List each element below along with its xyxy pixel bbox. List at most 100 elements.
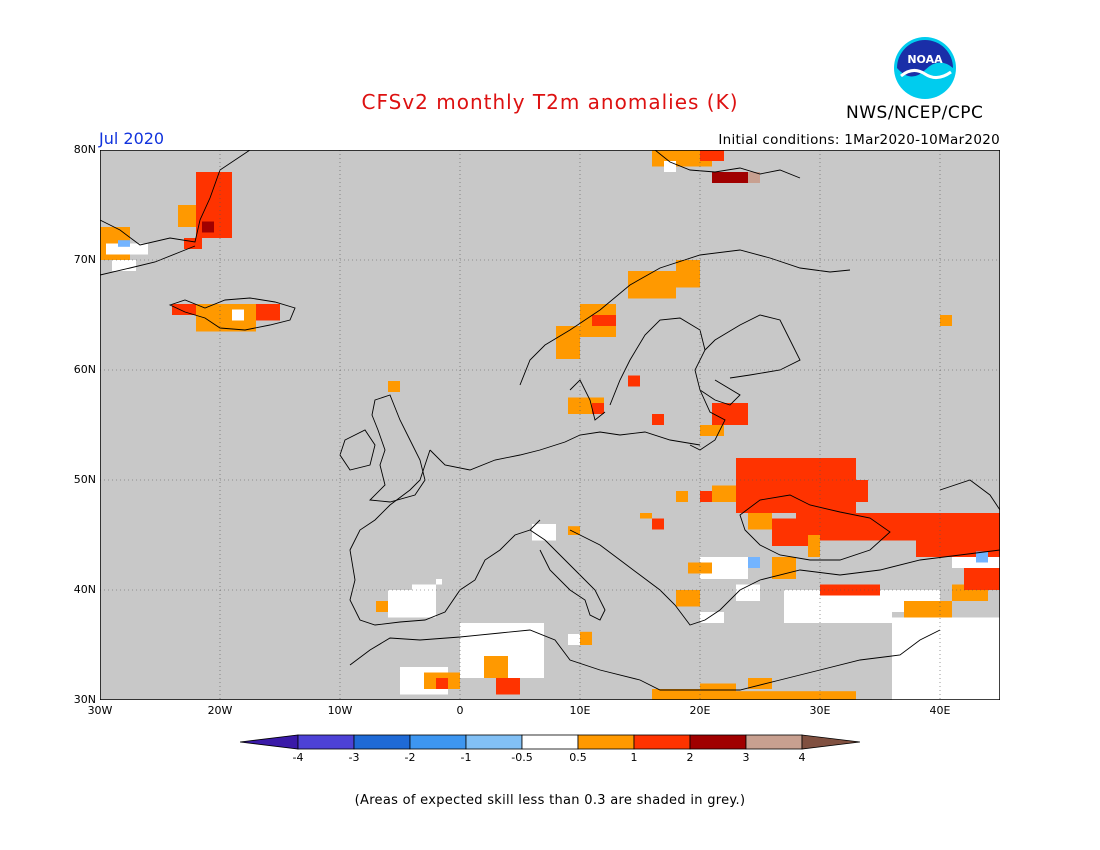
colorbar-label: 4 [798, 751, 806, 764]
anomaly-cells [100, 150, 1000, 700]
anomaly-cell-orange [628, 271, 676, 299]
anomaly-cell-lightblue [118, 240, 130, 247]
anomaly-cell-tan [748, 172, 760, 183]
colorbar-segment [801, 734, 860, 750]
longitude-label: 10E [569, 704, 591, 717]
anomaly-cell-red [712, 403, 748, 425]
anomaly-cell-red [700, 150, 724, 161]
anomaly-cell-red [592, 403, 604, 414]
anomaly-cell-orange [376, 601, 388, 612]
anomaly-cell-orange [640, 513, 652, 519]
logo-text: NOAA [907, 53, 943, 66]
longitude-label: 0 [456, 704, 464, 717]
anomaly-cell-orange [676, 260, 700, 288]
anomaly-cell-orange [676, 590, 700, 607]
latitude-label: 60N [73, 363, 96, 376]
anomaly-cell-white [532, 524, 556, 541]
anomaly-cell-orange [700, 683, 736, 700]
anomaly-cell-orange [772, 557, 796, 579]
longitude-label: 40E [929, 704, 951, 717]
anomaly-cell-red [856, 480, 868, 502]
colorbar-segment [633, 734, 691, 750]
anomaly-cell-orange [388, 381, 400, 392]
anomaly-cell-red [256, 304, 280, 321]
colorbar-segment [353, 734, 411, 750]
anomaly-cell-orange [568, 526, 580, 535]
anomaly-cell-darkred [202, 221, 214, 233]
longitude-label: 20W [207, 704, 233, 717]
month-label: Jul 2020 [99, 129, 165, 148]
anomaly-cell-red [880, 513, 928, 524]
anomaly-cell-orange [484, 656, 508, 678]
initial-conditions: Initial conditions: 1Mar2020-10Mar2020 [718, 132, 1000, 148]
colorbar-label: -4 [292, 751, 304, 764]
longitude-label: 30E [809, 704, 831, 717]
anomaly-cell-orange [940, 315, 952, 326]
anomaly-cell-darkred [712, 172, 748, 183]
anomaly-cell-red [496, 678, 520, 695]
latitude-label: 50N [73, 473, 96, 486]
latitude-label: 70N [73, 253, 96, 266]
colorbar-label: -3 [348, 751, 360, 764]
colorbar-label: -2 [404, 751, 416, 764]
anomaly-cell-orange [196, 304, 256, 332]
anomaly-cell-white [664, 161, 676, 172]
anomaly-cell-orange [808, 535, 820, 557]
anomaly-cell-orange [700, 425, 724, 436]
anomaly-cell-red [916, 513, 1000, 557]
anomaly-cell-red [436, 678, 448, 689]
colorbar-label: 1 [630, 751, 638, 764]
colorbar-segment [240, 734, 299, 750]
anomaly-cell-white [436, 579, 442, 585]
chart-title: CFSv2 monthly T2m anomalies (K) [361, 90, 739, 114]
colorbar [240, 734, 860, 750]
anomaly-cell-red [628, 375, 640, 387]
colorbar-segment [745, 734, 803, 750]
anomaly-cell-orange [712, 485, 736, 502]
colorbar-segment [577, 734, 635, 750]
colorbar-label: 3 [742, 751, 750, 764]
latitude-label: 30N [73, 693, 96, 706]
anomaly-cell-orange [904, 601, 952, 618]
noaa-logo: NOAA [893, 36, 957, 100]
skill-footnote: (Areas of expected skill less than 0.3 a… [354, 793, 746, 808]
anomaly-cell-white [928, 634, 988, 667]
anomaly-cell-red [184, 238, 202, 249]
anomaly-cell-red [652, 414, 664, 425]
anomaly-cell-lightblue [976, 551, 988, 563]
longitude-label: 30W [87, 704, 113, 717]
latitude-label: 80N [73, 143, 96, 156]
anomaly-map [100, 150, 1000, 700]
colorbar-label: 2 [686, 751, 694, 764]
colorbar-segment [689, 734, 747, 750]
colorbar-segment [521, 734, 579, 750]
colorbar-segment [297, 734, 355, 750]
longitude-label: 10W [327, 704, 353, 717]
anomaly-cell-lightblue [748, 557, 760, 568]
colorbar-segment [465, 734, 523, 750]
anomaly-cell-orange [652, 689, 700, 700]
anomaly-cell-red [736, 458, 856, 513]
anomaly-cell-orange [748, 678, 772, 689]
latitude-label: 40N [73, 583, 96, 596]
anomaly-cell-white [736, 584, 760, 601]
agency-label: NWS/NCEP/CPC [846, 103, 984, 123]
anomaly-cell-red [172, 304, 196, 315]
colorbar-label: 0.5 [569, 751, 587, 764]
colorbar-label: -0.5 [511, 751, 533, 764]
anomaly-cell-orange [676, 491, 688, 502]
longitude-label: 20E [689, 704, 711, 717]
anomaly-cell-orange [736, 691, 856, 700]
anomaly-cell-orange [580, 631, 592, 645]
anomaly-cell-white [232, 309, 244, 321]
anomaly-cell-red [592, 315, 616, 326]
anomaly-cell-red [652, 518, 664, 530]
anomaly-cell-red [820, 584, 880, 596]
anomaly-cell-white [568, 634, 580, 645]
anomaly-cell-orange [688, 562, 712, 574]
colorbar-segment [409, 734, 467, 750]
coastlines [100, 150, 1000, 691]
anomaly-cell-white [112, 260, 136, 271]
anomaly-cell-white [106, 243, 148, 255]
anomaly-cell-orange [748, 513, 772, 530]
